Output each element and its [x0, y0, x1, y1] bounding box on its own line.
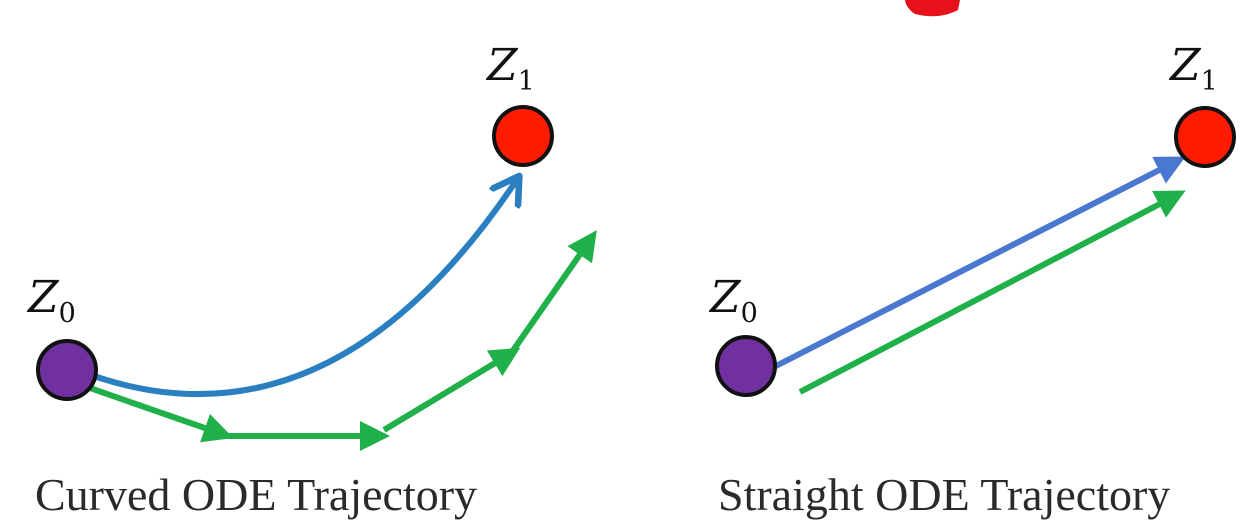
end-node-z1	[1174, 106, 1236, 168]
start-node-z0	[715, 335, 777, 397]
z1-sub: 1	[1201, 66, 1218, 97]
z0-main: Z	[26, 272, 60, 323]
z0-sub: 0	[741, 298, 758, 329]
curved-exact-trajectory	[85, 178, 518, 397]
end-label-z1: Z1	[485, 40, 535, 97]
end-node-z1	[492, 105, 554, 167]
start-node-z0	[36, 339, 98, 401]
euler-step-4	[509, 230, 597, 354]
straight-exact-trajectory	[770, 156, 1186, 371]
z1-main: Z	[1168, 40, 1202, 91]
panel-curved: Z0 Z1 Curved ODE Trajectory	[26, 40, 597, 520]
start-label-z0: Z0	[26, 272, 76, 329]
euler-step-3	[382, 347, 521, 433]
corner-mark	[905, 0, 960, 17]
start-label-z0: Z0	[708, 272, 758, 329]
caption-straight: Straight ODE Trajectory	[718, 469, 1170, 520]
z0-main: Z	[708, 272, 742, 323]
panel-straight: Z0 Z1 Straight ODE Trajectory	[708, 40, 1236, 520]
straight-euler-step	[798, 190, 1186, 395]
end-label-z1: Z1	[1168, 40, 1218, 97]
curved-euler-steps	[89, 230, 597, 451]
z1-main: Z	[485, 40, 519, 91]
euler-step-1	[89, 385, 234, 443]
z1-sub: 1	[518, 66, 535, 97]
caption-curved: Curved ODE Trajectory	[35, 469, 477, 520]
z0-sub: 0	[59, 298, 76, 329]
